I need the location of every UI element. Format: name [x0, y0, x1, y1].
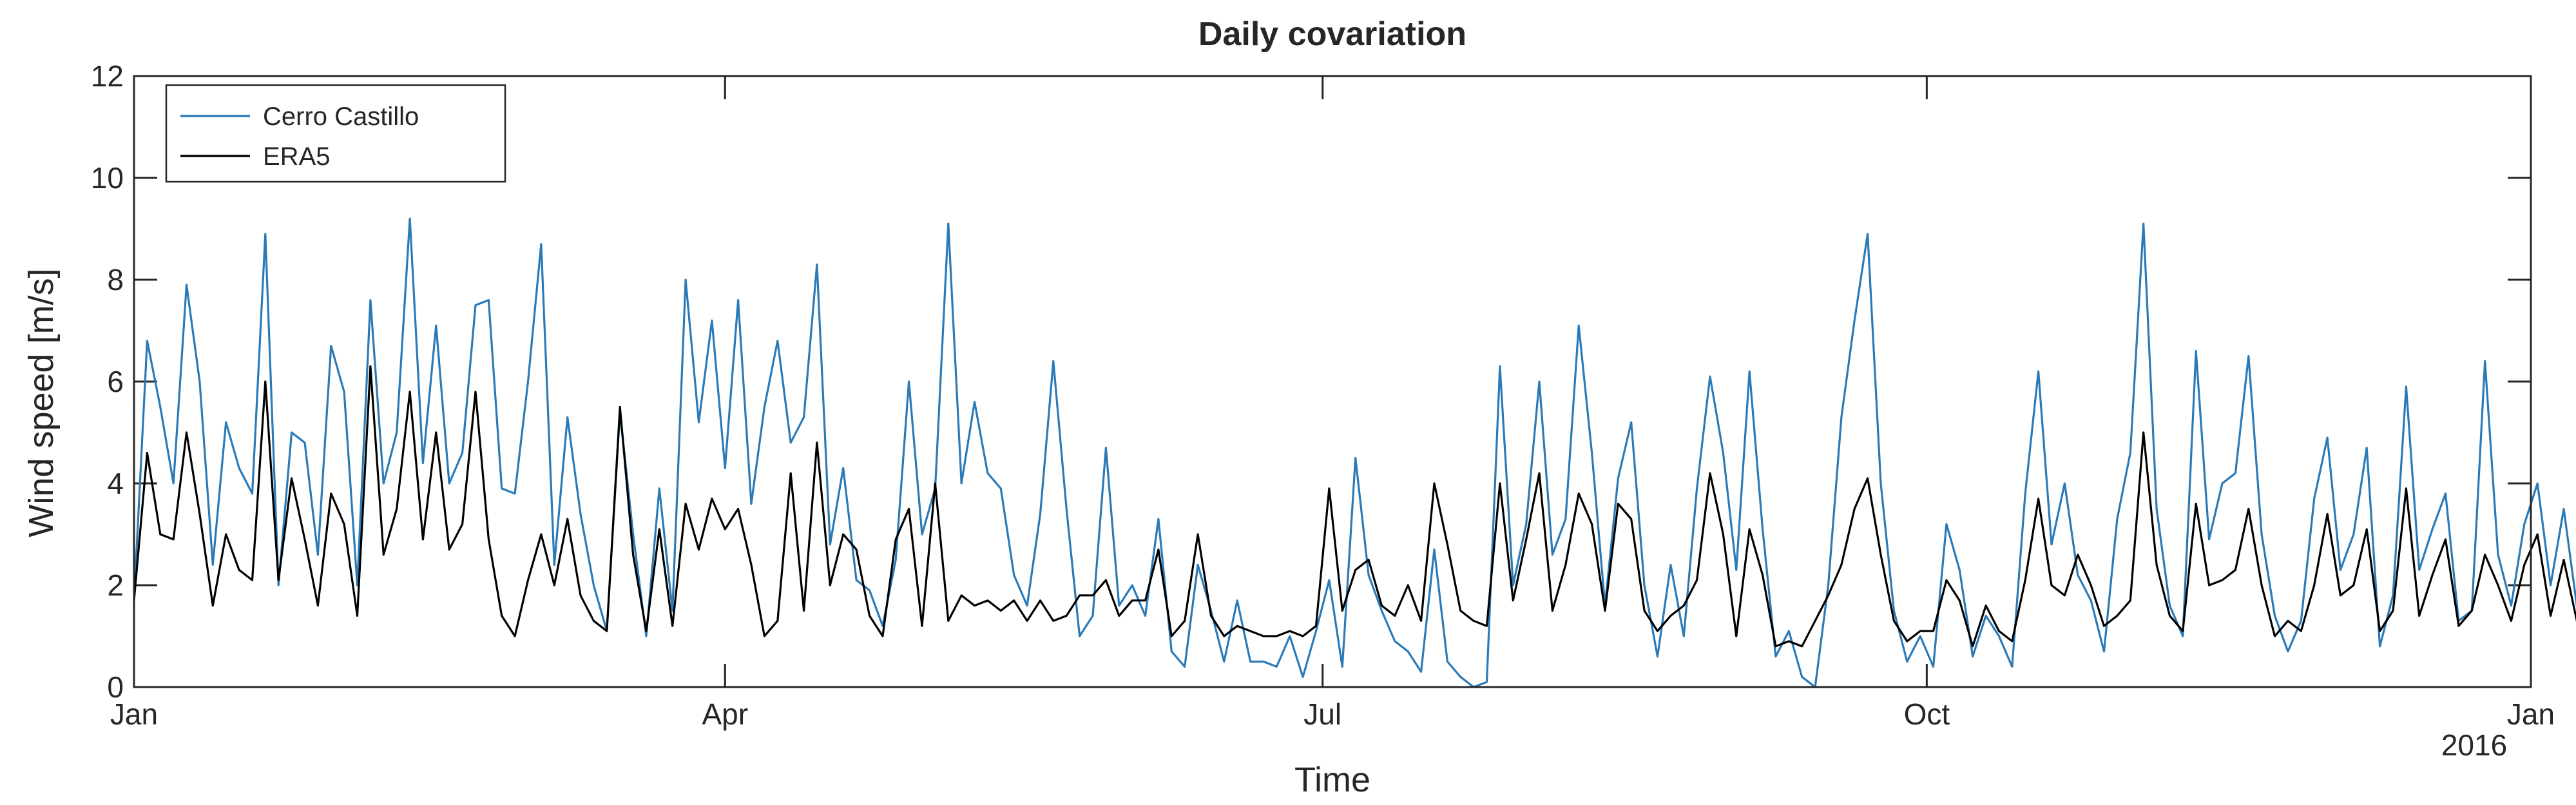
axis-ticks: 0 2 4 6 8 10 12 Jan Apr Jul Oct Jan: [91, 59, 2555, 731]
y-tick-label: 8: [107, 263, 124, 296]
series-layer: [133, 217, 2576, 688]
y-tick-label: 2: [107, 568, 124, 602]
x-tick-label: Jan: [110, 697, 158, 731]
year-note: 2016: [2441, 728, 2507, 762]
legend-entry: ERA5: [263, 142, 331, 171]
legend-box: [165, 84, 506, 183]
x-tick-label: Oct: [1904, 697, 1950, 731]
chart-title: Daily covariation: [1198, 15, 1466, 53]
y-axis-label: Wind speed [m/s]: [22, 268, 61, 537]
y-tick-label: 6: [107, 365, 124, 398]
x-tick-label: Apr: [702, 697, 748, 731]
y-tick-label: 4: [107, 467, 124, 500]
x-tick-label: Jan: [2507, 697, 2555, 731]
series-line-era5: [133, 365, 2576, 648]
legend-entry: Cerro Castillo: [263, 102, 419, 131]
legend: Cerro Castillo ERA5: [165, 84, 506, 183]
y-tick-label: 12: [91, 59, 124, 93]
y-tick-label: 0: [107, 670, 124, 704]
plot-frame: [133, 75, 2532, 688]
y-tick-label: 10: [91, 161, 124, 195]
series-line-cerro-castillo: [133, 217, 2576, 688]
x-tick-label: Jul: [1303, 697, 1341, 731]
x-axis-label: Time: [1294, 761, 1370, 799]
